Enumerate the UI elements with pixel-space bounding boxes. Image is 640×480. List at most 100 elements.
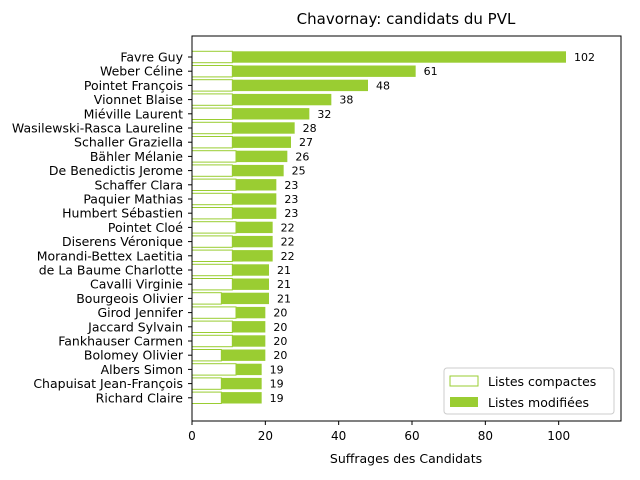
bar-modified	[232, 122, 295, 134]
bar-compact	[191, 65, 233, 78]
category-label: Diserens Véronique	[62, 234, 183, 249]
bar-total-label: 19	[270, 378, 284, 391]
bar-total-label: 23	[284, 179, 298, 192]
chart-title: Chavornay: candidats du PVL	[297, 10, 516, 28]
bar-modified	[232, 65, 416, 77]
category-label: Cavalli Virginie	[90, 277, 183, 292]
category-label: Girod Jennifer	[97, 305, 183, 320]
bar-compact	[191, 377, 222, 390]
x-tick-label: 0	[188, 429, 196, 443]
bar-total-label: 48	[376, 79, 390, 92]
bar-modified	[232, 51, 567, 63]
bar-compact	[191, 292, 222, 305]
bar-modified	[232, 79, 368, 92]
bar-compact	[191, 320, 233, 334]
category-label: Richard Claire	[96, 390, 184, 405]
bar-modified	[232, 193, 277, 205]
bar-modified	[221, 392, 262, 404]
bar-total-label: 20	[273, 321, 287, 334]
category-label: De Benedictis Jerome	[49, 163, 183, 178]
legend-label-compact: Listes compactes	[488, 374, 596, 389]
category-label: Chapuisat Jean-François	[33, 376, 183, 391]
bar-compact	[191, 136, 233, 149]
bar-compact	[191, 121, 233, 135]
x-tick-label: 80	[478, 429, 493, 443]
bar-modified	[232, 93, 332, 106]
bar-compact	[191, 207, 233, 220]
bar-compact	[191, 235, 233, 248]
category-label: Bourgeois Olivier	[76, 291, 184, 306]
bar-compact	[191, 221, 237, 234]
bar-modified	[232, 235, 273, 248]
bar-compact	[191, 334, 233, 348]
category-label: Favre Guy	[120, 50, 183, 65]
bar-total-label: 23	[284, 207, 298, 220]
bar-compact	[191, 50, 233, 64]
bar-total-label: 22	[281, 236, 295, 249]
bar-modified	[232, 250, 273, 262]
bar-total-label: 28	[303, 122, 317, 135]
category-label: Albers Simon	[101, 362, 183, 377]
category-label: Pointet Cloé	[108, 220, 183, 235]
bar-compact	[191, 93, 233, 106]
category-label: Wasilewski-Rasca Laureline	[12, 121, 183, 136]
bar-modified	[232, 335, 266, 347]
bar-modified	[232, 207, 277, 219]
bar-compact	[191, 150, 237, 163]
bar-total-label: 19	[270, 392, 284, 405]
bar-total-label: 21	[277, 264, 291, 277]
bar-compact	[191, 79, 233, 92]
bar-total-label: 25	[292, 165, 306, 178]
x-ticks-layer: 0 20 40 60 80 100	[188, 421, 570, 443]
x-tick-label: 60	[404, 429, 419, 443]
bar-compact	[191, 164, 233, 177]
bar-total-label: 38	[339, 94, 353, 107]
category-label: Morandi-Bettex Laetitia	[37, 248, 183, 263]
x-tick-label: 20	[258, 429, 273, 443]
category-label: Weber Céline	[100, 64, 183, 79]
bar-modified	[232, 278, 269, 290]
category-label: Miéville Laurent	[84, 106, 183, 121]
bar-modified	[232, 136, 291, 148]
data-labels-layer: 1026148383228272625232323222222212121202…	[270, 51, 595, 405]
bar-total-label: 21	[277, 292, 291, 305]
bar-modified	[232, 108, 310, 120]
x-tick-label: 100	[547, 429, 570, 443]
category-label: Fankhauser Carmen	[58, 334, 183, 349]
plot-frame	[191, 35, 622, 422]
bar-modified	[221, 349, 266, 361]
bar-total-label: 23	[284, 193, 298, 206]
bar-total-label: 32	[317, 108, 331, 121]
legend: Listes compactes Listes modifiées	[443, 367, 615, 415]
bar-total-label: 22	[281, 221, 295, 234]
legend-label-modified: Listes modifiées	[488, 395, 589, 410]
bar-modified	[236, 221, 273, 234]
bar-modified	[221, 292, 269, 305]
bar-modified	[232, 321, 266, 333]
bar-total-label: 27	[299, 136, 313, 149]
bar-compact	[191, 306, 237, 319]
category-label: de La Baume Charlotte	[39, 263, 184, 278]
category-label: Paquier Mathias	[83, 192, 183, 207]
bar-total-label: 20	[273, 349, 287, 362]
bar-total-label: 20	[273, 307, 287, 320]
x-axis-label: Suffrages des Candidats	[330, 451, 482, 466]
category-label: Schaffer Clara	[95, 177, 183, 192]
bar-modified	[236, 306, 266, 319]
bar-compact	[191, 349, 222, 362]
category-label: Jaccard Sylvain	[87, 319, 183, 334]
bar-total-label: 102	[574, 51, 595, 64]
bar-modified	[221, 377, 262, 390]
bar-compact	[191, 278, 233, 291]
bars-layer	[191, 50, 567, 405]
category-label: Vionnet Blaise	[94, 92, 184, 107]
x-tick-label: 40	[331, 429, 346, 443]
bar-compact	[191, 391, 222, 405]
bar-total-label: 21	[277, 278, 291, 291]
legend-swatch-compact	[449, 375, 479, 387]
bar-modified	[236, 363, 262, 376]
category-label: Pointet François	[84, 78, 183, 93]
bar-compact	[191, 178, 237, 192]
